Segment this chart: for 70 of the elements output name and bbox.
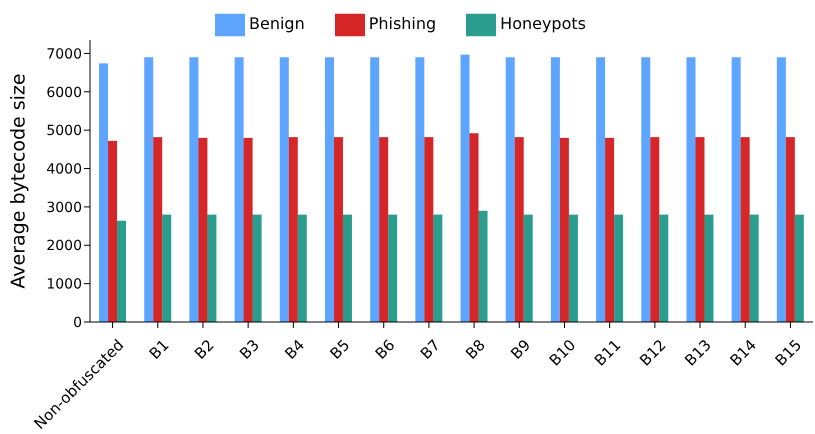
bar — [460, 54, 470, 322]
bar — [324, 57, 334, 322]
bar — [162, 214, 172, 322]
bar — [379, 137, 388, 322]
y-tick-label: 0 — [73, 314, 82, 331]
x-tick-label: B1 — [146, 336, 173, 363]
bar — [388, 214, 398, 322]
x-tick-label: B3 — [236, 336, 263, 363]
bar — [686, 57, 696, 322]
x-tick-label: B9 — [507, 336, 534, 363]
bar — [650, 137, 660, 322]
x-tick-label: B11 — [590, 336, 624, 370]
bar — [108, 140, 118, 322]
bar — [478, 210, 488, 322]
bar — [433, 214, 442, 322]
y-tick-label: 2000 — [46, 238, 82, 254]
y-tick-label: 5000 — [46, 123, 82, 140]
bar — [695, 137, 704, 322]
bar — [415, 57, 424, 322]
bar — [614, 214, 624, 322]
bar — [732, 57, 741, 322]
bar — [641, 57, 650, 322]
bar — [244, 138, 253, 322]
x-tick-label: B4 — [281, 336, 308, 363]
bar — [514, 137, 524, 322]
bar — [99, 63, 108, 322]
x-tick-label: B6 — [372, 336, 398, 363]
bar — [560, 138, 569, 322]
y-tick-label: 4000 — [46, 162, 82, 178]
x-tick-label: B2 — [190, 336, 218, 363]
bar — [153, 137, 162, 322]
bar — [750, 214, 759, 322]
bar — [568, 214, 578, 322]
bar — [198, 138, 208, 322]
bar — [288, 137, 298, 322]
bar — [252, 214, 262, 322]
bar — [786, 137, 795, 322]
y-tick-label: 7000 — [46, 46, 82, 62]
bar — [596, 57, 606, 322]
bar — [550, 57, 560, 322]
bar — [605, 138, 614, 322]
bar — [334, 137, 343, 322]
x-tick-label: B8 — [462, 336, 489, 363]
y-tick-label: 3000 — [46, 200, 82, 216]
bar — [370, 57, 380, 322]
bar — [298, 214, 307, 322]
bar — [524, 214, 533, 322]
bar — [424, 137, 434, 322]
bar — [144, 57, 154, 322]
bar — [207, 214, 216, 322]
x-tick-label: B7 — [416, 336, 444, 363]
bar — [740, 137, 750, 322]
y-tick-label: 6000 — [46, 84, 82, 101]
bar — [704, 214, 714, 322]
bar — [470, 133, 479, 322]
legend-label: Phishing — [368, 14, 436, 34]
bar — [342, 214, 352, 322]
x-tick-label: B5 — [326, 336, 354, 363]
y-tick-label: 1000 — [46, 276, 82, 293]
y-axis-title: Average bytecode size — [8, 73, 30, 289]
bar — [776, 57, 786, 322]
bar — [280, 57, 289, 322]
bar — [234, 57, 244, 322]
legend-label: Benign — [249, 14, 305, 34]
bar — [506, 57, 515, 322]
legend-label: Honeypots — [500, 14, 586, 34]
bar — [659, 214, 668, 322]
bar — [189, 57, 198, 322]
bar — [117, 220, 126, 322]
bar — [794, 214, 804, 322]
